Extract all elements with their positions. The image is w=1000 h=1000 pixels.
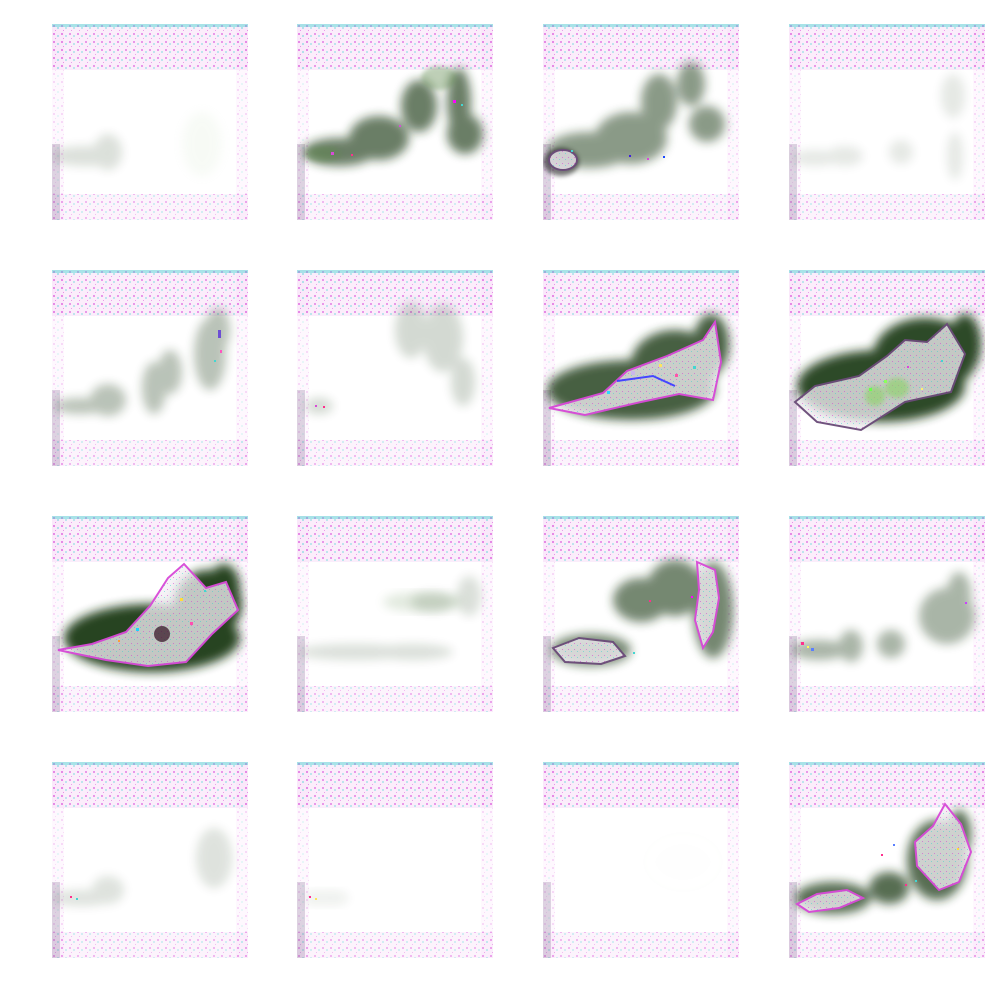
sample-image-08 [789, 270, 985, 466]
sample-image-canvas [297, 762, 493, 958]
sample-image-07 [543, 270, 739, 466]
sample-image-canvas [297, 516, 493, 712]
sample-image-canvas [52, 762, 248, 958]
sample-image-06 [297, 270, 493, 466]
sample-image-canvas [297, 24, 493, 220]
sample-image-04 [789, 24, 985, 220]
sample-image-canvas [297, 270, 493, 466]
sample-image-10 [297, 516, 493, 712]
sample-image-canvas [543, 24, 739, 220]
sample-image-canvas [52, 24, 248, 220]
sample-image-11 [543, 516, 739, 712]
sample-image-canvas [789, 24, 985, 220]
sample-image-canvas [543, 270, 739, 466]
sample-image-16 [789, 762, 985, 958]
sample-image-09 [52, 516, 248, 712]
sample-image-canvas [789, 762, 985, 958]
sample-image-15 [543, 762, 739, 958]
sample-image-canvas [543, 762, 739, 958]
sample-image-canvas [52, 270, 248, 466]
sample-image-05 [52, 270, 248, 466]
sample-image-02 [297, 24, 493, 220]
sample-image-canvas [52, 516, 248, 712]
sample-image-01 [52, 24, 248, 220]
sample-image-03 [543, 24, 739, 220]
sample-image-canvas [789, 270, 985, 466]
sample-image-14 [297, 762, 493, 958]
sample-image-13 [52, 762, 248, 958]
sample-image-canvas [789, 516, 985, 712]
sample-image-canvas [543, 516, 739, 712]
sample-image-12 [789, 516, 985, 712]
